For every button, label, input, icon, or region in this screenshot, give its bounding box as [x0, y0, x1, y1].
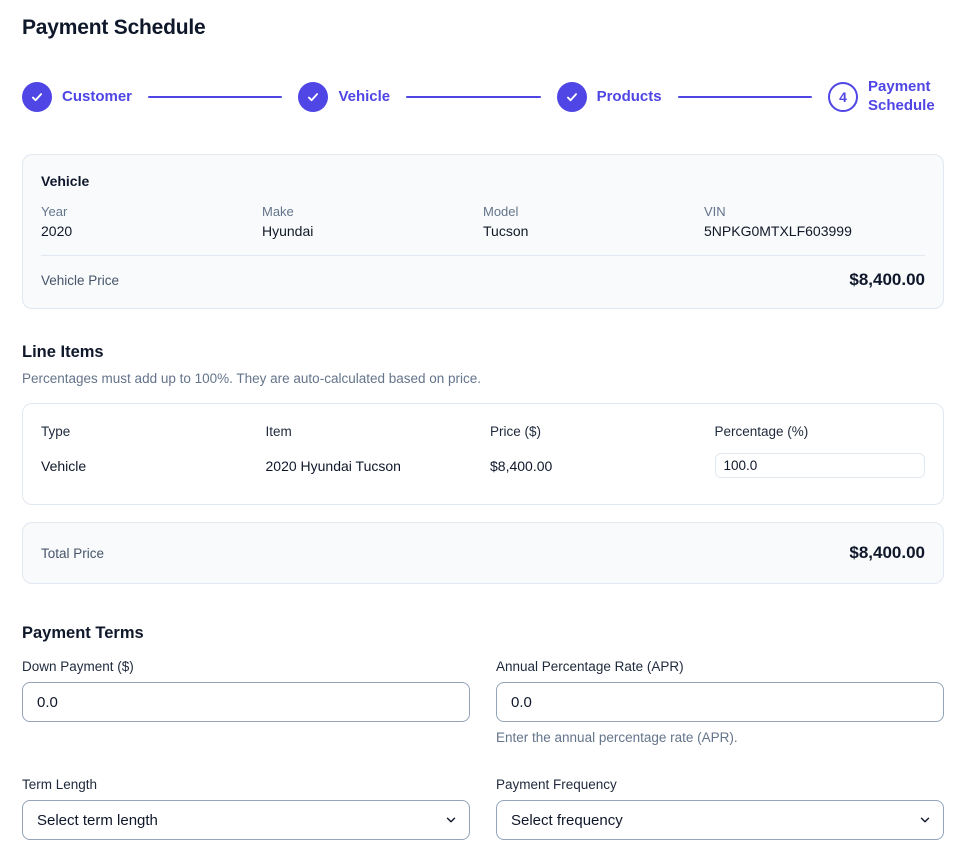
- down-payment-label: Down Payment ($): [22, 659, 134, 674]
- apr-input[interactable]: [496, 682, 944, 722]
- vehicle-price-value: $8,400.00: [849, 270, 925, 289]
- column-header-type: Type: [41, 424, 71, 439]
- vehicle-fields: Year 2020 Make Hyundai Model Tucson VIN …: [41, 204, 925, 239]
- down-payment-group: Down Payment ($): [22, 659, 470, 722]
- column-header-percentage: Percentage (%): [714, 424, 809, 439]
- field-label: Model: [483, 204, 519, 219]
- step-label-vehicle: Vehicle: [338, 87, 391, 105]
- field-value: Hyundai: [262, 223, 314, 239]
- line-item-type: Vehicle: [41, 457, 87, 474]
- stepper-connector: [677, 96, 812, 98]
- step-label-products: Products: [596, 87, 662, 105]
- vehicle-card-title: Vehicle: [41, 173, 90, 189]
- apr-helper-text: Enter the annual percentage rate (APR).: [496, 730, 738, 745]
- check-icon: [308, 93, 319, 102]
- step-payment-schedule[interactable]: 4 Payment Schedule: [828, 78, 944, 116]
- stepper-connector: [406, 96, 541, 98]
- field-label: Make: [262, 204, 294, 219]
- total-price-card: Total Price $8,400.00: [22, 522, 944, 584]
- step-vehicle[interactable]: Vehicle: [298, 82, 390, 112]
- term-length-group: Term Length Select term length: [22, 777, 470, 840]
- step-complete-circle: [22, 82, 52, 112]
- vehicle-field-model: Model Tucson: [483, 204, 704, 239]
- stepper-connector: [148, 96, 283, 98]
- payment-frequency-select-wrap: Select frequency: [496, 800, 944, 840]
- apr-group: Annual Percentage Rate (APR) Enter the a…: [496, 659, 944, 745]
- term-length-label: Term Length: [22, 777, 98, 792]
- page-title: Payment Schedule: [22, 16, 206, 39]
- apr-label: Annual Percentage Rate (APR): [496, 659, 684, 674]
- step-number-circle: 4: [828, 82, 858, 112]
- field-value: 5NPKG0MTXLF603999: [704, 223, 852, 239]
- down-payment-input[interactable]: [22, 682, 470, 722]
- total-price-label: Total Price: [41, 545, 105, 561]
- step-label-customer: Customer: [62, 87, 133, 105]
- field-label: VIN: [704, 204, 726, 219]
- vehicle-price-label: Vehicle Price: [41, 272, 120, 288]
- vehicle-field-vin: VIN 5NPKG0MTXLF603999: [704, 204, 925, 239]
- total-price-value: $8,400.00: [849, 543, 925, 562]
- term-length-select-wrap: Select term length: [22, 800, 470, 840]
- payment-terms-form: Down Payment ($) Annual Percentage Rate …: [22, 659, 944, 840]
- line-item-price: $8,400.00: [490, 457, 553, 474]
- field-label: Year: [41, 204, 68, 219]
- step-customer[interactable]: Customer: [22, 82, 132, 112]
- vehicle-price-row: Vehicle Price $8,400.00: [41, 270, 925, 290]
- vehicle-field-year: Year 2020: [41, 204, 262, 239]
- line-items-heading: Line Items: [22, 343, 104, 361]
- line-items-subtitle: Percentages must add up to 100%. They ar…: [22, 371, 482, 386]
- field-value: Tucson: [483, 223, 529, 239]
- percentage-input[interactable]: [714, 453, 925, 478]
- line-items-card: Type Item Price ($) Percentage (%) Vehic…: [22, 403, 944, 505]
- payment-schedule-page: Payment Schedule Customer Vehicle: [22, 16, 944, 840]
- vehicle-summary-card: Vehicle Year 2020 Make Hyundai Model Tuc…: [22, 154, 944, 309]
- vehicle-field-make: Make Hyundai: [262, 204, 483, 239]
- stepper: Customer Vehicle Products 4 Payment Sche…: [22, 74, 944, 120]
- check-icon: [566, 93, 577, 102]
- payment-frequency-select[interactable]: Select frequency: [496, 800, 944, 840]
- column-header-item: Item: [265, 424, 292, 439]
- payment-frequency-label: Payment Frequency: [496, 777, 617, 792]
- line-items-table: Type Item Price ($) Percentage (%) Vehic…: [41, 424, 925, 478]
- term-length-select[interactable]: Select term length: [22, 800, 470, 840]
- payment-terms-heading: Payment Terms: [22, 624, 144, 642]
- step-products[interactable]: Products: [556, 82, 662, 112]
- column-header-price: Price ($): [490, 424, 542, 439]
- step-complete-circle: [298, 82, 329, 112]
- payment-frequency-group: Payment Frequency Select frequency: [496, 777, 944, 840]
- line-item-name: 2020 Hyundai Tucson: [265, 457, 401, 474]
- field-value: 2020: [41, 223, 73, 239]
- step-label-payment-schedule: Payment Schedule: [868, 78, 935, 114]
- check-icon: [31, 93, 43, 102]
- divider: [41, 255, 925, 256]
- step-complete-circle: [556, 82, 587, 112]
